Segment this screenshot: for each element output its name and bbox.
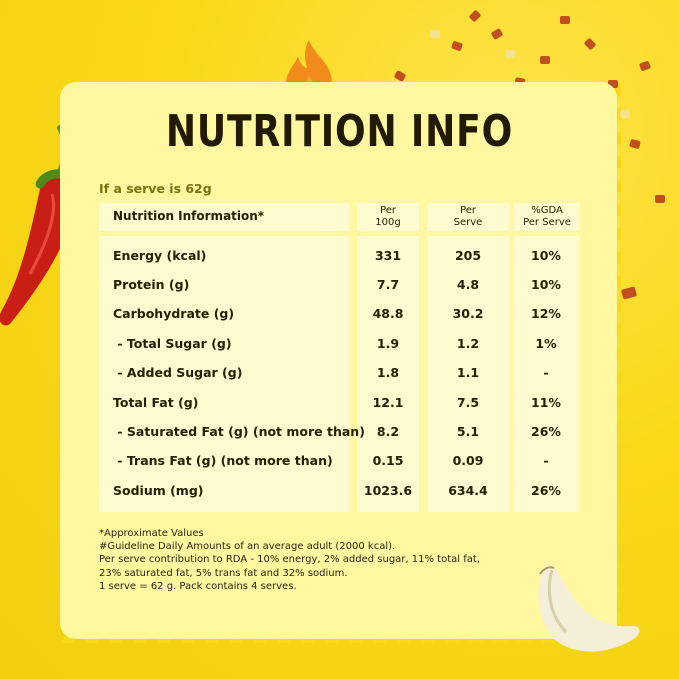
garlic-clove-image	[538, 564, 640, 652]
row-perserve: 5.1	[456, 424, 480, 439]
header-gda-cell	[514, 203, 580, 231]
row-label: - Total Sugar (g)	[113, 336, 232, 351]
row-gda: 10%	[531, 248, 561, 263]
footnote-line: 23% saturated fat, 5% trans fat and 32% …	[99, 567, 348, 579]
row-per100: 0.15	[372, 453, 404, 468]
row-gda: 12%	[531, 306, 561, 321]
row-per100: 1023.6	[363, 483, 413, 498]
row-label: Protein (g)	[113, 277, 190, 292]
row-perserve: 0.09	[452, 453, 484, 468]
body-label-column	[99, 236, 350, 512]
header-per100-line2: 100g	[375, 217, 401, 228]
row-perserve: 30.2	[452, 306, 484, 321]
footnote-line: Per serve contribution to RDA - 10% ener…	[99, 554, 480, 566]
row-label: Sodium (mg)	[113, 483, 204, 498]
row-label: - Saturated Fat (g) (not more than)	[113, 424, 365, 439]
header-perserve: Per Serve	[427, 205, 509, 229]
row-perserve: 205	[454, 248, 482, 263]
header-per100: Per 100g	[357, 205, 419, 229]
footnote-line: *Approximate Values	[99, 528, 204, 539]
row-per100: 8.2	[376, 424, 400, 439]
row-per100: 331	[374, 248, 402, 263]
row-gda: 11%	[531, 395, 561, 410]
row-gda: 26%	[531, 424, 561, 439]
header-perserve-line1: Per	[460, 205, 476, 216]
header-per100-cell	[357, 203, 419, 231]
row-perserve: 634.4	[448, 483, 488, 498]
footnotes: *Approximate Values #Guideline Daily Amo…	[99, 527, 480, 593]
header-gda-line2: Per Serve	[523, 217, 571, 228]
row-gda: 1%	[535, 336, 557, 351]
row-gda: 10%	[531, 277, 561, 292]
row-gda: -	[543, 453, 549, 468]
row-perserve: 7.5	[456, 395, 480, 410]
body-per100-column	[357, 236, 419, 512]
row-per100: 1.8	[376, 365, 400, 380]
header-gda-line1: %GDA	[531, 205, 563, 216]
row-gda: 26%	[531, 483, 561, 498]
row-perserve: 1.2	[456, 336, 480, 351]
row-per100: 12.1	[372, 395, 404, 410]
header-label-cell	[99, 203, 350, 231]
body-perserve-column	[427, 236, 509, 512]
row-label: Energy (kcal)	[113, 248, 207, 263]
row-per100: 48.8	[372, 306, 404, 321]
row-gda: -	[543, 365, 549, 380]
page-title: NUTRITION INFO	[165, 106, 514, 157]
header-per100-line1: Per	[380, 205, 396, 216]
header-perserve-cell	[427, 203, 509, 231]
header-gda: %GDA Per Serve	[514, 205, 580, 229]
row-label: Total Fat (g)	[113, 395, 199, 410]
row-per100: 7.7	[376, 277, 400, 292]
header-perserve-line2: Serve	[453, 217, 483, 228]
row-perserve: 4.8	[456, 277, 480, 292]
footnote-line: #Guideline Daily Amounts of an average a…	[99, 541, 396, 553]
serve-note: If a serve is 62g	[99, 181, 212, 196]
row-label: Carbohydrate (g)	[113, 306, 235, 321]
row-per100: 1.9	[376, 336, 400, 351]
row-label: - Trans Fat (g) (not more than)	[113, 453, 333, 468]
body-gda-column	[514, 236, 580, 512]
header-nutrition-information: Nutrition Information*	[113, 209, 265, 223]
footnote-line: 1 serve = 62 g. Pack contains 4 serves.	[99, 580, 297, 592]
row-perserve: 1.1	[456, 365, 480, 380]
row-label: - Added Sugar (g)	[113, 365, 243, 380]
